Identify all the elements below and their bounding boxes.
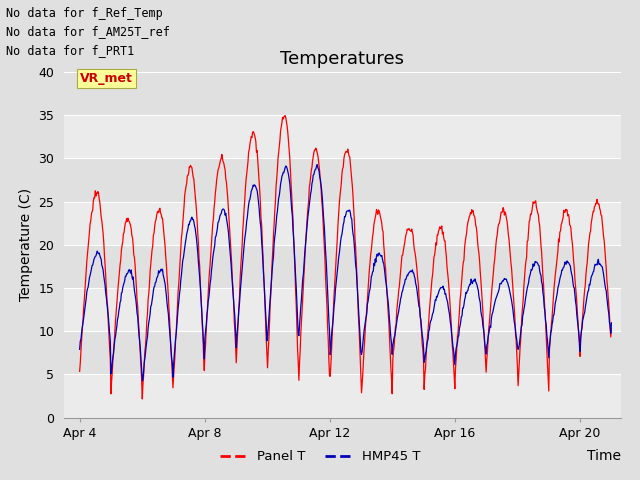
Legend: Panel T, HMP45 T: Panel T, HMP45 T xyxy=(214,445,426,468)
Bar xyxy=(64,374,621,418)
Bar xyxy=(64,202,621,245)
Bar xyxy=(64,72,621,115)
Bar xyxy=(64,245,621,288)
Text: VR_met: VR_met xyxy=(79,72,132,85)
Text: No data for f_Ref_Temp: No data for f_Ref_Temp xyxy=(6,7,163,20)
Text: No data for f_AM25T_ref: No data for f_AM25T_ref xyxy=(6,25,170,38)
Bar xyxy=(64,331,621,374)
Title: Temperatures: Temperatures xyxy=(280,49,404,68)
Bar xyxy=(64,115,621,158)
Bar xyxy=(64,158,621,202)
Text: No data for f_PRT1: No data for f_PRT1 xyxy=(6,44,134,57)
Y-axis label: Temperature (C): Temperature (C) xyxy=(19,188,33,301)
Bar xyxy=(64,288,621,331)
Text: Time: Time xyxy=(587,449,621,463)
